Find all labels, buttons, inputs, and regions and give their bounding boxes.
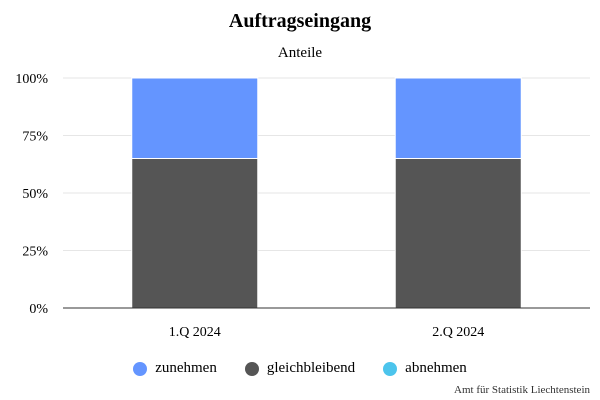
x-tick-label: 1.Q 2024	[169, 325, 221, 340]
legend-item-zunehmen[interactable]: zunehmen	[133, 360, 217, 377]
x-tick-label: 2.Q 2024	[432, 325, 484, 340]
y-tick-label: 75%	[22, 130, 48, 145]
bar-gleichbleibend-0[interactable]	[131, 158, 259, 309]
legend-label-gleichbleibend: gleichbleibend	[266, 360, 356, 376]
bars	[131, 77, 522, 309]
legend-label-zunehmen: zunehmen	[155, 360, 217, 376]
legend-marker-abnehmen	[383, 361, 398, 376]
x-axis: 1.Q 2024 2.Q 2024	[63, 307, 590, 340]
chart-title: Auftragseingang	[229, 10, 371, 32]
y-tick-label: 100%	[15, 72, 48, 87]
y-axis: 0% 25% 50% 75% 100%	[15, 72, 48, 317]
legend-marker-gleichbleibend	[244, 361, 259, 376]
bar-zunehmen-0[interactable]	[131, 77, 259, 159]
bar-zunehmen-1[interactable]	[394, 77, 522, 159]
chart-subtitle: Anteile	[278, 45, 322, 61]
y-tick-label: 25%	[22, 245, 48, 260]
legend-label-abnehmen: abnehmen	[405, 360, 467, 376]
legend-item-abnehmen[interactable]: abnehmen	[383, 360, 467, 377]
legend-marker-zunehmen	[133, 361, 148, 376]
y-tick-label: 50%	[22, 187, 48, 202]
legend: zunehmen gleichbleibend abnehmen	[0, 360, 600, 377]
y-tick-label: 0%	[29, 302, 48, 317]
bar-gleichbleibend-1[interactable]	[394, 158, 522, 309]
credit-text: Amt für Statistik Liechtenstein	[454, 384, 590, 396]
legend-item-gleichbleibend[interactable]: gleichbleibend	[244, 360, 356, 377]
